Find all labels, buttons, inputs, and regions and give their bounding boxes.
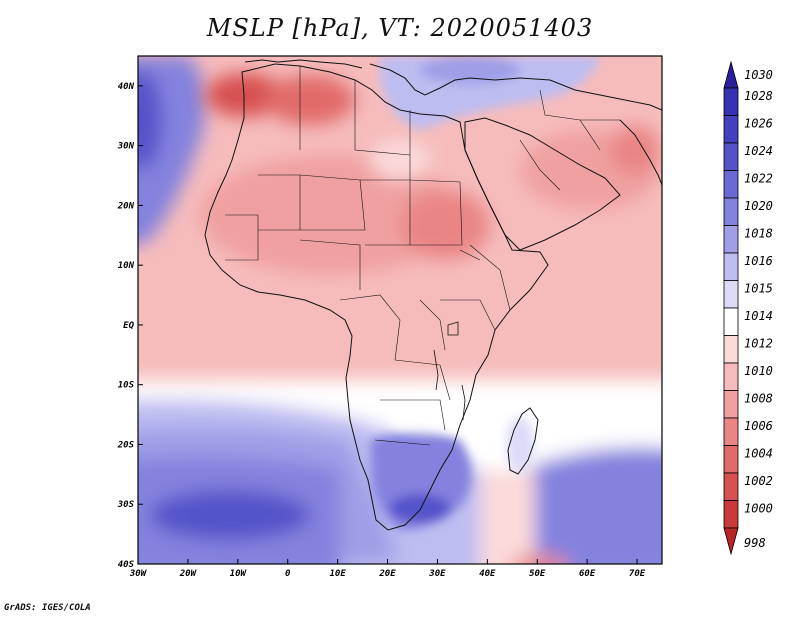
lon-tick-label: 60E [579, 569, 596, 579]
lat-tick-label: 30S [117, 500, 135, 510]
map-frame [137, 55, 663, 565]
field-sudan-low [400, 190, 490, 260]
lon-tick-label: 70E [629, 569, 646, 579]
colorbar-label: 1004 [744, 446, 773, 460]
india-coastline [619, 119, 662, 186]
colorbar-swatch [723, 335, 739, 364]
colorbar-swatch [723, 87, 739, 116]
lon-tick-label: 40E [479, 569, 496, 579]
field-iran-low [610, 125, 660, 175]
colorbar-swatch [723, 170, 739, 199]
field-zambia-1014 [390, 397, 470, 433]
lat-tick-label: 20N [117, 201, 135, 211]
lon-tick-label: 30E [428, 569, 446, 579]
colorbar-swatch [723, 115, 739, 144]
colorbar-swatch [723, 252, 739, 281]
colorbar-swatch [723, 527, 739, 556]
lat-tick-label: 40N [118, 82, 135, 92]
field-high-north-atlantic-core [138, 70, 162, 170]
colorbar-swatch [723, 500, 739, 529]
grads-credit: GrADS: IGES/COLA [4, 603, 91, 613]
lon-tick-label: 10E [329, 569, 346, 579]
colorbar-label: 1012 [744, 336, 773, 350]
africa-coastline [204, 63, 549, 531]
colorbar-swatch [723, 142, 739, 171]
colorbar-label: 1000 [744, 501, 773, 515]
colorbar: 1030 1028 1026 1024 1022 1020 1018 1016 1015 1014… [723, 60, 773, 556]
lat-tick-label: 10N [118, 261, 135, 271]
lon-tick-label: 20W [179, 569, 198, 579]
lon-tick-label: 0 [285, 569, 291, 579]
map-title: MSLP [hPa], VT: 2020051403 [206, 14, 594, 42]
arabia-coastline [464, 117, 621, 251]
pressure-field [138, 56, 662, 564]
field-egypt-mid [370, 140, 430, 180]
colorbar-label: 1022 [744, 171, 773, 185]
lat-tick-label: 20S [117, 440, 135, 450]
lat-axis: 40N 30N 20N 10N EQ 10S 20S 30S 40S [117, 82, 143, 570]
colorbar-label: 1014 [744, 309, 773, 323]
field-high-south-atlantic [150, 490, 310, 540]
colorbar-label: 1015 [744, 281, 773, 295]
country-borders [225, 66, 620, 446]
field-med-high-core [420, 56, 520, 84]
colorbar-swatch [723, 225, 739, 254]
colorbar-label: 1006 [744, 419, 773, 433]
lat-tick-label: 10S [118, 381, 135, 391]
colorbar-label: 1026 [744, 116, 773, 130]
lakes [433, 321, 466, 421]
lon-tick-label: 30W [129, 569, 148, 579]
lon-tick-label: 10W [230, 569, 248, 579]
iberia-coastline [244, 59, 363, 69]
map-figure: 30W 20W 10W 0 10E 20E 30E 40E 50E 60E 70E 40N 30N 20… [117, 55, 773, 579]
colorbar-label: 1010 [744, 364, 773, 378]
colorbar-label: 1016 [744, 254, 773, 268]
field-south-africa-core [390, 494, 450, 522]
colorbar-label: 1024 [744, 144, 773, 158]
coastlines [204, 59, 662, 531]
lat-tick-label: 30N [117, 142, 135, 152]
colorbar-swatch [723, 472, 739, 501]
lon-tick-label: 20E [378, 569, 396, 579]
colorbar-swatch [723, 280, 739, 309]
lon-tick-label: 50E [529, 569, 546, 579]
colorbar-swatch [723, 307, 739, 336]
colorbar-label: 1020 [744, 199, 773, 213]
field-morocco-low [205, 73, 285, 117]
colorbar-swatch [723, 60, 739, 89]
lon-axis: 30W 20W 10W 0 10E 20E 30E 40E 50E 60E 70E [129, 559, 646, 579]
lat-tick-label: EQ [123, 321, 134, 331]
colorbar-label: 1028 [744, 89, 773, 103]
field-gap-1014 [480, 470, 535, 564]
field-algeria-low [265, 75, 355, 125]
colorbar-label: 1018 [744, 226, 773, 240]
colorbar-swatch [723, 362, 739, 391]
field-madagascar-high [506, 417, 534, 473]
europe-coastline [369, 63, 662, 111]
colorbar-label: 1030 [744, 68, 773, 82]
colorbar-swatch [723, 390, 739, 419]
field-low-south-end [510, 555, 570, 564]
colorbar-label: 1008 [744, 391, 773, 405]
field-band-indian-1018 [520, 447, 662, 564]
colorbar-swatch [723, 417, 739, 446]
madagascar-coastline [507, 407, 539, 475]
colorbar-label: 1002 [744, 474, 773, 488]
lat-tick-label: 40S [118, 560, 135, 570]
colorbar-label: 998 [744, 536, 766, 550]
colorbar-swatch [723, 445, 739, 474]
colorbar-swatch [723, 197, 739, 226]
